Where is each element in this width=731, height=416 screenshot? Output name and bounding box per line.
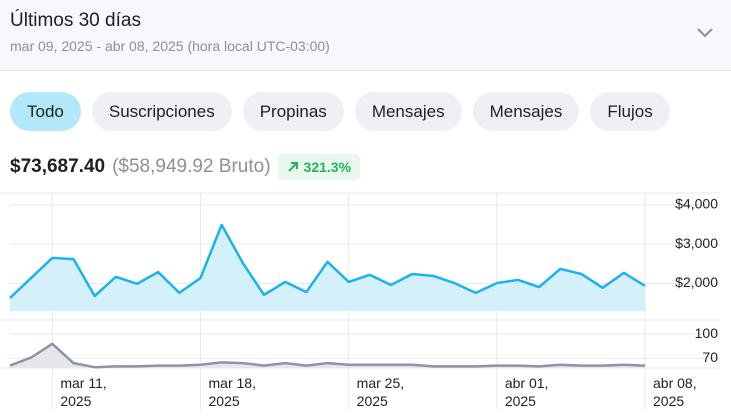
tab[interactable]: Flujos — [590, 92, 670, 131]
x-tick-label: mar 25, 2025 — [356, 375, 405, 409]
line — [9, 223, 646, 299]
tab[interactable]: Todo — [10, 92, 81, 131]
y-tick-label: 100 — [695, 325, 719, 341]
change: 321.3% — [303, 159, 352, 175]
stats: $73,687.40 ($58,949.92 Bruto) 321.3% — [10, 152, 361, 182]
title: Últimos 30 días — [10, 10, 141, 31]
change-badge: 321.3% — [277, 154, 361, 180]
tab[interactable]: Mensajes — [472, 92, 580, 131]
x-tick-label: abr 08, 2025 — [653, 375, 697, 409]
y-tick-label: $4,000 — [675, 196, 718, 212]
y-tick-label: 70 — [702, 349, 718, 365]
y-tick-label: $2,000 — [675, 274, 718, 290]
arrow-icon — [287, 162, 298, 172]
tab[interactable]: Propinas — [242, 92, 344, 131]
x-tick-label: mar 18, 2025 — [208, 375, 256, 409]
header[interactable]: Últimos 30 días mar 09, 2025 - abr 08, 2… — [0, 0, 731, 71]
subtitle: mar 09, 2025 - abr 08, 2025 (hora local … — [10, 38, 330, 54]
gross: ($58,949.92 Bruto) — [112, 156, 271, 177]
tabs: Todo Suscripciones Propinas Mensajes Mensaje… — [10, 92, 670, 131]
chevron[interactable] — [696, 27, 714, 39]
line — [9, 342, 646, 369]
tab[interactable]: Mensajes — [354, 92, 462, 131]
x-tick-label: mar 11, 2025 — [60, 375, 107, 409]
area — [10, 224, 645, 311]
x-tick-label: abr 01, 2025 — [504, 375, 549, 409]
total: $73,687.40 — [10, 156, 106, 177]
tab[interactable]: Suscripciones — [91, 92, 232, 131]
y-tick-label: $3,000 — [675, 235, 718, 251]
